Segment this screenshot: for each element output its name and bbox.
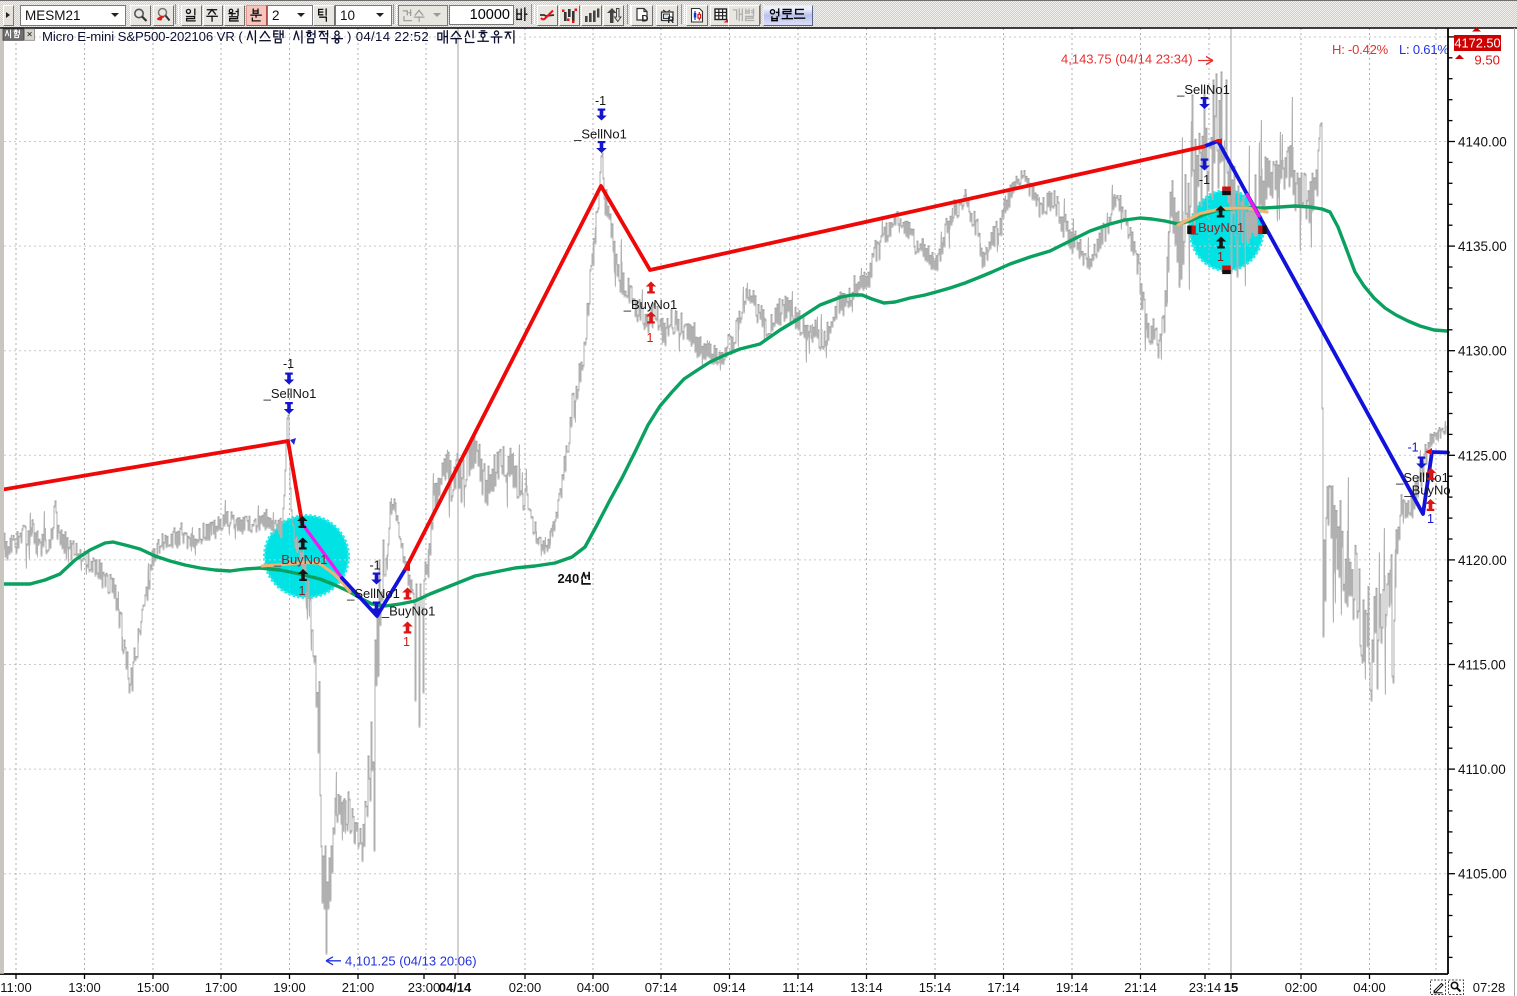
svg-text:21:14: 21:14 [1124, 980, 1157, 995]
svg-text:L: 0.61%: L: 0.61% [1399, 42, 1449, 57]
svg-text:9.50: 9.50 [1474, 53, 1500, 68]
svg-text:×: × [27, 30, 33, 41]
svg-text:17:14: 17:14 [987, 980, 1020, 995]
svg-text:D: D [641, 13, 648, 24]
svg-text:-1: -1 [1407, 441, 1418, 455]
svg-text:-1: -1 [1199, 173, 1210, 187]
svg-text:13:00: 13:00 [68, 980, 101, 995]
svg-text:1: 1 [299, 584, 306, 598]
svg-text:-1: -1 [283, 357, 294, 371]
svg-text:15:14: 15:14 [919, 980, 952, 995]
svg-text:_BuyNo1: _BuyNo1 [381, 604, 435, 619]
svg-text:4130.00: 4130.00 [1458, 344, 1507, 359]
svg-text:09:14: 09:14 [713, 980, 746, 995]
svg-text:-1: -1 [369, 559, 380, 573]
svg-text:_BuyNo1: _BuyNo1 [1190, 220, 1244, 235]
svg-text:13:14: 13:14 [850, 980, 883, 995]
svg-text:07:14: 07:14 [645, 980, 678, 995]
svg-text:19:14: 19:14 [1056, 980, 1089, 995]
svg-text:_SellNo1: _SellNo1 [1176, 82, 1230, 97]
svg-text:1: 1 [647, 331, 654, 345]
svg-text:_SellNo1: _SellNo1 [573, 127, 627, 142]
svg-text:) 04/14 22:52: ) 04/14 22:52 [347, 29, 429, 44]
svg-text:11:14: 11:14 [782, 980, 814, 995]
svg-text:17:00: 17:00 [205, 980, 238, 995]
svg-text:4105.00: 4105.00 [1458, 867, 1507, 882]
svg-text:02:00: 02:00 [1285, 980, 1318, 995]
svg-text:04:00: 04:00 [1353, 980, 1386, 995]
svg-text:07:28: 07:28 [1473, 980, 1506, 995]
svg-text:Micro E-mini S&P500-202106 VR: Micro E-mini S&P500-202106 VR ( [42, 29, 243, 44]
svg-text:4115.00: 4115.00 [1458, 658, 1506, 673]
svg-text:-1: -1 [595, 94, 606, 108]
svg-text:_SellNo1: _SellNo1 [263, 386, 317, 401]
svg-text:1: 1 [403, 635, 410, 649]
svg-text:_BuyNo1: _BuyNo1 [623, 297, 677, 312]
svg-text:1: 1 [1427, 512, 1434, 526]
svg-text:04:00: 04:00 [577, 980, 610, 995]
svg-text:23:00: 23:00 [408, 980, 441, 995]
svg-text:15: 15 [1224, 980, 1238, 995]
svg-text:02:00: 02:00 [509, 980, 542, 995]
svg-text:R: R [667, 14, 674, 23]
svg-text:_SellNo1: _SellNo1 [1395, 470, 1449, 485]
svg-text:4120.00: 4120.00 [1458, 553, 1507, 568]
svg-text:4135.00: 4135.00 [1458, 239, 1507, 254]
svg-text:11:00: 11:00 [0, 980, 32, 995]
svg-text:_BuyNo1: _BuyNo1 [273, 552, 327, 567]
svg-text:23:14: 23:14 [1189, 980, 1222, 995]
svg-text:4125.00: 4125.00 [1458, 448, 1507, 463]
svg-text:19:00: 19:00 [273, 980, 306, 995]
svg-text:_BuyNo: _BuyNo [1403, 483, 1450, 498]
svg-text:04/14: 04/14 [439, 980, 472, 995]
svg-text:21:00: 21:00 [342, 980, 375, 995]
svg-text:4,101.25 (04/13 20:06): 4,101.25 (04/13 20:06) [345, 954, 477, 969]
svg-text:15:00: 15:00 [137, 980, 170, 995]
svg-text:1: 1 [1217, 250, 1224, 264]
svg-text:240: 240 [558, 571, 580, 586]
svg-text:4140.00: 4140.00 [1458, 135, 1507, 150]
svg-text:4172.50: 4172.50 [1454, 36, 1500, 51]
svg-text:4,143.75 (04/14 23:34): 4,143.75 (04/14 23:34) [1061, 52, 1193, 67]
svg-text:_SellNo1: _SellNo1 [346, 586, 400, 601]
svg-text:4110.00: 4110.00 [1458, 762, 1506, 777]
svg-text:H: -0.42%: H: -0.42% [1332, 42, 1389, 57]
